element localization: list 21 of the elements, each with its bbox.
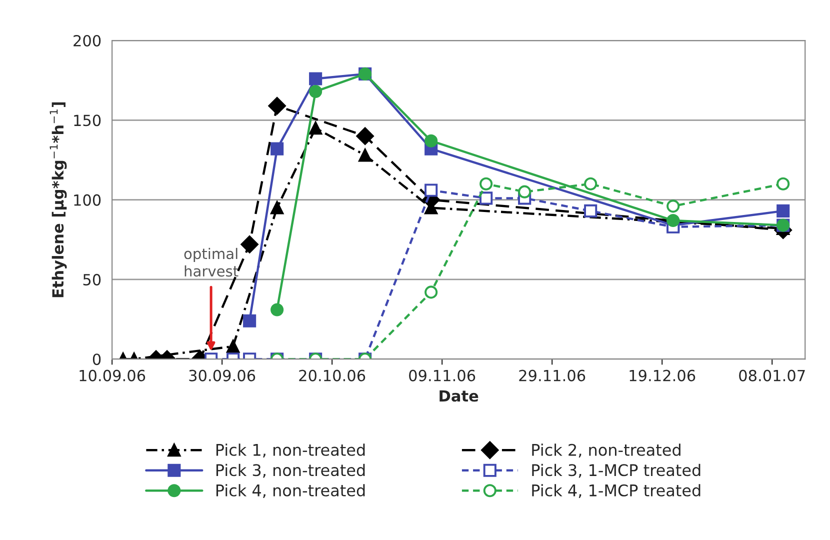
x-tick-label: 19.12.06 [630, 370, 696, 382]
legend-label: Pick 1, non-treated [216, 444, 365, 458]
legend-label: Pick 3, 1-MCP treated [532, 464, 700, 478]
legend-label: Pick 3, non-treated [216, 464, 365, 478]
x-axis-title: Date [440, 390, 478, 402]
legend-label: Pick 4, non-treated [216, 484, 365, 498]
y-tick-label: 150 [74, 114, 101, 126]
legend-label: Pick 2, non-treated [532, 444, 680, 458]
y-axis-title: Ethylene [µg*kg$^{−1}$*h$^{−1}$] [50, 102, 67, 298]
x-tick-label: 29.11.06 [519, 370, 586, 382]
legend-label: Pick 4, 1-MCP treated [532, 484, 700, 498]
y-tick-label: 0 [92, 354, 101, 366]
y-tick-label: 100 [74, 194, 101, 206]
x-tick-label: 20.10.06 [299, 370, 366, 382]
x-tick-label: 10.09.06 [80, 370, 146, 382]
x-tick-label: 08.01.07 [739, 370, 805, 382]
x-tick-label: 09.11.06 [409, 370, 476, 382]
y-tick-label: 50 [83, 274, 101, 286]
annotation: optimal harvest [184, 248, 238, 277]
y-tick-label: 200 [74, 34, 101, 47]
x-tick-label: 30.09.06 [189, 370, 256, 382]
